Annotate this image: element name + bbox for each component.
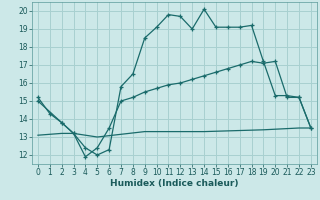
X-axis label: Humidex (Indice chaleur): Humidex (Indice chaleur)	[110, 179, 239, 188]
